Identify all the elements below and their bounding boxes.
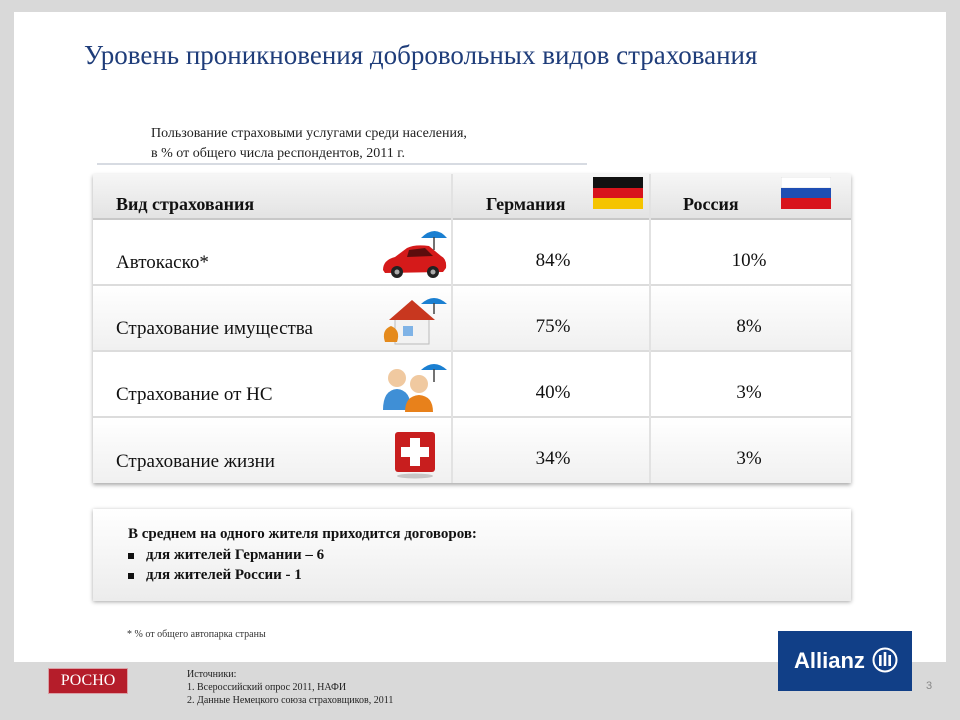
allianz-wordmark: Allianz bbox=[794, 648, 865, 673]
allianz-eagle-icon bbox=[872, 647, 898, 673]
header-germany: Германия bbox=[486, 194, 566, 214]
rosno-logo: РОСНО bbox=[48, 668, 128, 694]
russia-flag-icon bbox=[781, 177, 831, 209]
table-subtitle: Пользование страховыми услугами среди на… bbox=[151, 124, 467, 164]
table-row: Страхование имущества 75% 8% bbox=[93, 286, 851, 352]
sources-heading: Источники: bbox=[187, 669, 237, 680]
page-number: 3 bbox=[926, 680, 933, 692]
germany-value: 75% bbox=[535, 316, 571, 337]
germany-value: 34% bbox=[535, 448, 571, 469]
row-label: Страхование имущества bbox=[116, 318, 313, 339]
medical-cross-icon bbox=[395, 432, 435, 479]
note-item-text: для жителей России - 1 bbox=[146, 567, 302, 583]
table-header: Вид страхования Германия Россия bbox=[93, 174, 851, 220]
header-insurance-type: Вид страхования bbox=[116, 194, 255, 214]
russia-value: 3% bbox=[736, 448, 762, 469]
footnote: * % от общего автопарка страны bbox=[127, 629, 266, 640]
bullet-icon bbox=[128, 552, 134, 559]
subtitle-divider bbox=[97, 163, 587, 165]
germany-flag-icon bbox=[593, 177, 643, 209]
house-umbrella-icon bbox=[383, 298, 447, 345]
note-item-text: для жителей Германии – 6 bbox=[146, 547, 325, 563]
bullet-icon bbox=[128, 572, 134, 579]
russia-value: 8% bbox=[736, 316, 762, 337]
russia-value: 10% bbox=[731, 250, 767, 271]
people-umbrella-icon bbox=[383, 364, 447, 412]
header-russia: Россия bbox=[683, 194, 739, 214]
source-item: 2. Данные Немецкого союза страховщиков, … bbox=[187, 695, 394, 706]
allianz-logo: Allianz bbox=[778, 631, 912, 691]
table-row: Страхование жизни 34% 3% bbox=[93, 418, 851, 483]
note-item-russia: для жителей России - 1 bbox=[128, 567, 302, 584]
row-label: Автокаско* bbox=[116, 252, 209, 273]
sources: Источники: 1. Всероссийский опрос 2011, … bbox=[187, 668, 393, 707]
table-row: Автокаско* 84% 10% bbox=[93, 220, 851, 286]
row-label: Страхование от НС bbox=[116, 384, 273, 405]
subtitle-line-2: в % от общего числа респондентов, 2011 г… bbox=[151, 146, 405, 161]
germany-value: 40% bbox=[535, 382, 571, 403]
russia-value: 3% bbox=[736, 382, 762, 403]
note-heading: В среднем на одного жителя приходится до… bbox=[128, 526, 477, 542]
subtitle-line-1: Пользование страховыми услугами среди на… bbox=[151, 126, 467, 141]
germany-value: 84% bbox=[535, 250, 571, 271]
insurance-table: Вид страхования Германия Россия Автокаск… bbox=[93, 174, 851, 483]
car-umbrella-icon bbox=[383, 231, 447, 278]
column-divider bbox=[649, 174, 651, 483]
table-row: Страхование от НС 40% 3% bbox=[93, 352, 851, 418]
column-divider bbox=[451, 174, 453, 483]
row-label: Страхование жизни bbox=[116, 451, 275, 472]
source-item: 1. Всероссийский опрос 2011, НАФИ bbox=[187, 682, 347, 693]
note-item-germany: для жителей Германии – 6 bbox=[128, 547, 324, 564]
slide: Уровень проникновения добровольных видов… bbox=[14, 12, 946, 691]
slide-title: Уровень проникновения добровольных видов… bbox=[84, 40, 758, 70]
contracts-note: В среднем на одного жителя приходится до… bbox=[93, 509, 851, 601]
